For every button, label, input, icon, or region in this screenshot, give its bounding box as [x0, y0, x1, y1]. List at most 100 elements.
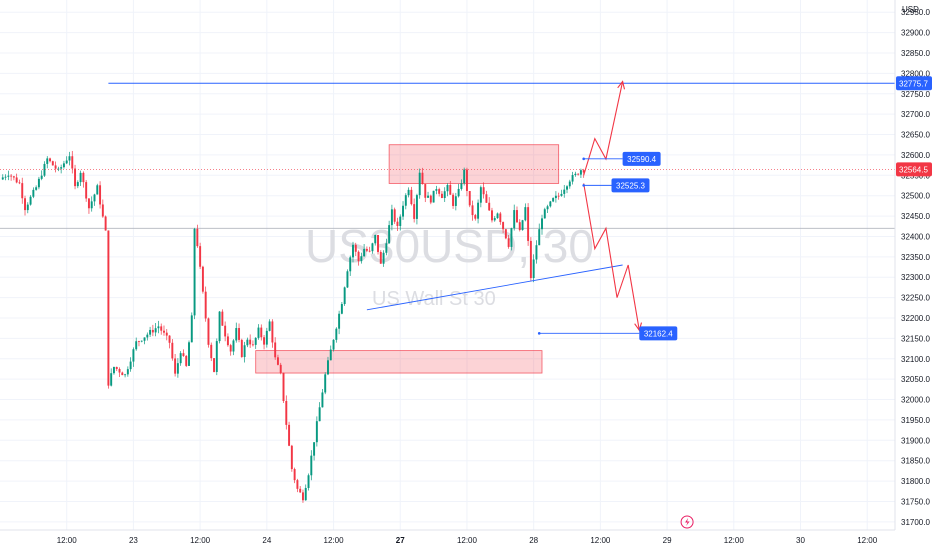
price-zone[interactable] — [255, 350, 543, 374]
candle-body — [507, 238, 510, 247]
candle-body — [390, 209, 393, 226]
candle-body — [87, 198, 90, 209]
candle-body — [26, 204, 29, 211]
price-marker-label-box — [611, 178, 650, 193]
candle-body — [571, 175, 574, 182]
candle-body — [577, 173, 580, 175]
price-tick-label: 32300.0 — [901, 273, 930, 282]
candle-body — [124, 374, 127, 376]
candle-body — [582, 170, 585, 173]
candle-body — [490, 210, 493, 221]
candle-body — [182, 353, 185, 356]
candle-body — [204, 291, 207, 319]
price-tick-label: 32600.0 — [901, 151, 930, 160]
projection-down-arrow[interactable] — [583, 183, 640, 331]
candle-body — [271, 321, 274, 343]
candle-body — [171, 342, 174, 359]
symbol-watermark: US30USD, 30 US Wall St 30 — [305, 220, 594, 310]
price-tick-label: 31900.0 — [901, 436, 930, 445]
candle-body — [443, 191, 446, 199]
candle-body — [488, 202, 491, 211]
price-labels: 32590.4 32525.3 32162.4 — [611, 151, 678, 341]
candle-body — [238, 328, 241, 340]
candle-body — [396, 221, 399, 226]
candle-body — [257, 327, 260, 338]
price-marker-label-box — [622, 151, 661, 166]
price-tick-label: 31800.0 — [901, 477, 930, 486]
candle-body — [190, 315, 193, 343]
time-tick-label: 12:00 — [57, 536, 78, 545]
candle-body — [115, 366, 118, 370]
candle-body — [502, 222, 505, 230]
trend-line[interactable] — [366, 264, 623, 311]
candle-body — [529, 240, 532, 279]
candle-body — [449, 184, 452, 195]
candle-body — [12, 176, 15, 178]
candle-body — [301, 492, 304, 501]
candle-body — [368, 250, 371, 252]
candle-body — [143, 337, 146, 341]
candle-body — [538, 229, 541, 246]
candle-body — [535, 245, 538, 260]
price-axis-background — [895, 0, 932, 550]
watermark-description: US Wall St 30 — [372, 288, 496, 310]
candle-body — [463, 169, 466, 184]
price-tick-label: 32200.0 — [901, 314, 930, 323]
candle-body — [318, 407, 321, 422]
candle-body — [74, 168, 77, 187]
price-tick-label: 32400.0 — [901, 232, 930, 241]
candle-body — [279, 364, 282, 373]
candle-body — [176, 363, 179, 374]
candle-body — [327, 360, 329, 375]
time-tick-label: 12:00 — [457, 536, 478, 545]
candle-body — [32, 189, 35, 197]
candle-body — [404, 195, 407, 206]
candle-body — [79, 172, 82, 183]
candle-body — [421, 172, 424, 185]
candle-body — [121, 372, 124, 376]
time-tick-label: 12:00 — [724, 536, 745, 545]
drawing-tools[interactable] — [0, 80, 895, 335]
candle-body — [324, 374, 327, 393]
price-tick-label: 31850.0 — [901, 457, 930, 466]
time-tick-label: 29 — [663, 536, 672, 545]
candle-body — [385, 243, 388, 253]
price-marker-anchor — [582, 184, 585, 187]
candle-body — [251, 344, 254, 346]
time-axis[interactable]: 12:00 23 12:00 24 12:00 27 12:00 28 12:00 29 12:00… — [0, 515, 932, 550]
candle-body — [435, 189, 438, 191]
event-lightning-icon[interactable] — [680, 515, 694, 529]
candle-body — [110, 373, 113, 386]
price-tick-label: 32650.0 — [901, 131, 930, 140]
price-zone[interactable] — [388, 144, 560, 184]
candle-body — [218, 311, 221, 342]
candle-body — [346, 271, 349, 288]
candle-body — [24, 198, 26, 211]
price-tick-label: 32450.0 — [901, 212, 930, 221]
projection-up-arrow[interactable] — [583, 81, 624, 176]
price-tick-label: 32950.0 — [901, 8, 930, 17]
candle-body — [174, 358, 177, 374]
price-tick-label: 32750.0 — [901, 90, 930, 99]
candle-body — [410, 189, 413, 205]
candle-body — [90, 201, 93, 209]
candle-body — [474, 215, 477, 219]
candle-body — [388, 225, 391, 244]
candle-body — [215, 341, 218, 372]
candle-body — [296, 480, 299, 489]
price-tick-label: 31750.0 — [901, 497, 930, 506]
candle-body — [440, 193, 443, 199]
price-tick-label: 32900.0 — [901, 29, 930, 38]
candle-body — [293, 469, 296, 481]
candle-body — [568, 181, 571, 187]
axis-tag-current-price: 32564.5 — [899, 165, 928, 174]
price-tick-label: 32800.0 — [901, 69, 930, 78]
candle-body — [329, 349, 332, 361]
candle-body — [460, 183, 463, 189]
candle-body — [10, 175, 13, 177]
candle-body — [96, 185, 99, 195]
candle-body — [274, 342, 277, 358]
